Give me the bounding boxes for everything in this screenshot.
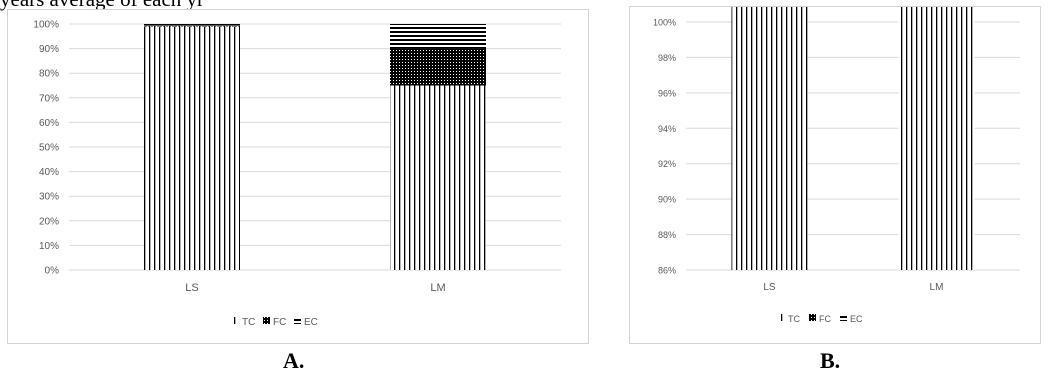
x-tick-label: LM: [930, 282, 944, 293]
y-tick-label: 80%: [39, 69, 59, 80]
chart-b-svg: 86% 88% 90% 92% 94% 96% 98% 100% LS LM TC FC EC: [653, 7, 1020, 324]
legend-label: EC: [304, 317, 318, 328]
chart-a-caption: A.: [283, 348, 305, 373]
top-text-fragment: years average of each yr: [0, 0, 204, 11]
y-tick-label: 40%: [39, 167, 59, 178]
y-tick-label: 86%: [658, 266, 676, 276]
legend-label: EC: [850, 314, 863, 324]
legend-swatch-tc: [778, 314, 785, 321]
chart-a-svg: 0% 10% 20% 30% 40% 50% 60% 70% 80% 90% 100% LS LM TC F…: [33, 20, 561, 328]
y-tick-label: 30%: [39, 192, 59, 203]
legend-swatch-ec: [840, 314, 847, 321]
bar-lm-ec: [390, 24, 486, 49]
chart-panel-b: 86% 88% 90% 92% 94% 96% 98% 100% LS LM TC FC EC: [629, 6, 1041, 344]
legend-swatch-fc: [809, 314, 816, 321]
x-tick-label: LS: [185, 282, 198, 294]
y-tick-label: 88%: [658, 230, 676, 240]
y-tick-label: 100%: [33, 20, 59, 31]
legend-label: FC: [819, 314, 831, 324]
bar-ls-fc: [144, 25, 240, 27]
bar-lm-tc: [390, 85, 486, 270]
bar-ls-tc: [731, 7, 808, 270]
legend-swatch-ec: [294, 317, 301, 324]
y-tick-label: 92%: [658, 159, 676, 169]
bar-ls-ec: [144, 24, 240, 26]
y-tick-label: 94%: [658, 124, 676, 134]
y-tick-label: 0%: [45, 266, 60, 277]
legend-label: FC: [273, 317, 286, 328]
chart-b-caption: B.: [820, 348, 841, 373]
bar-lm-tc: [898, 7, 975, 270]
y-tick-label: 100%: [653, 18, 676, 28]
y-tick-label: 60%: [39, 118, 59, 129]
legend-swatch-tc: [232, 317, 239, 324]
y-tick-label: 20%: [39, 216, 59, 227]
legend-swatch-fc: [263, 317, 270, 324]
y-tick-label: 70%: [39, 93, 59, 104]
chart-panel-a: 0% 10% 20% 30% 40% 50% 60% 70% 80% 90% 100% LS LM TC F…: [7, 9, 589, 344]
legend-label: TC: [242, 317, 255, 328]
bar-lm-fc: [390, 48, 486, 86]
y-tick-label: 90%: [658, 195, 676, 205]
x-tick-label: LM: [430, 282, 445, 294]
y-tick-label: 10%: [39, 241, 59, 252]
y-tick-label: 98%: [658, 53, 676, 63]
x-tick-label: LS: [763, 282, 776, 293]
legend-label: TC: [788, 314, 800, 324]
bar-ls-tc: [144, 26, 240, 271]
y-tick-label: 90%: [39, 44, 59, 55]
y-tick-label: 96%: [658, 88, 676, 98]
y-tick-label: 50%: [39, 143, 59, 154]
